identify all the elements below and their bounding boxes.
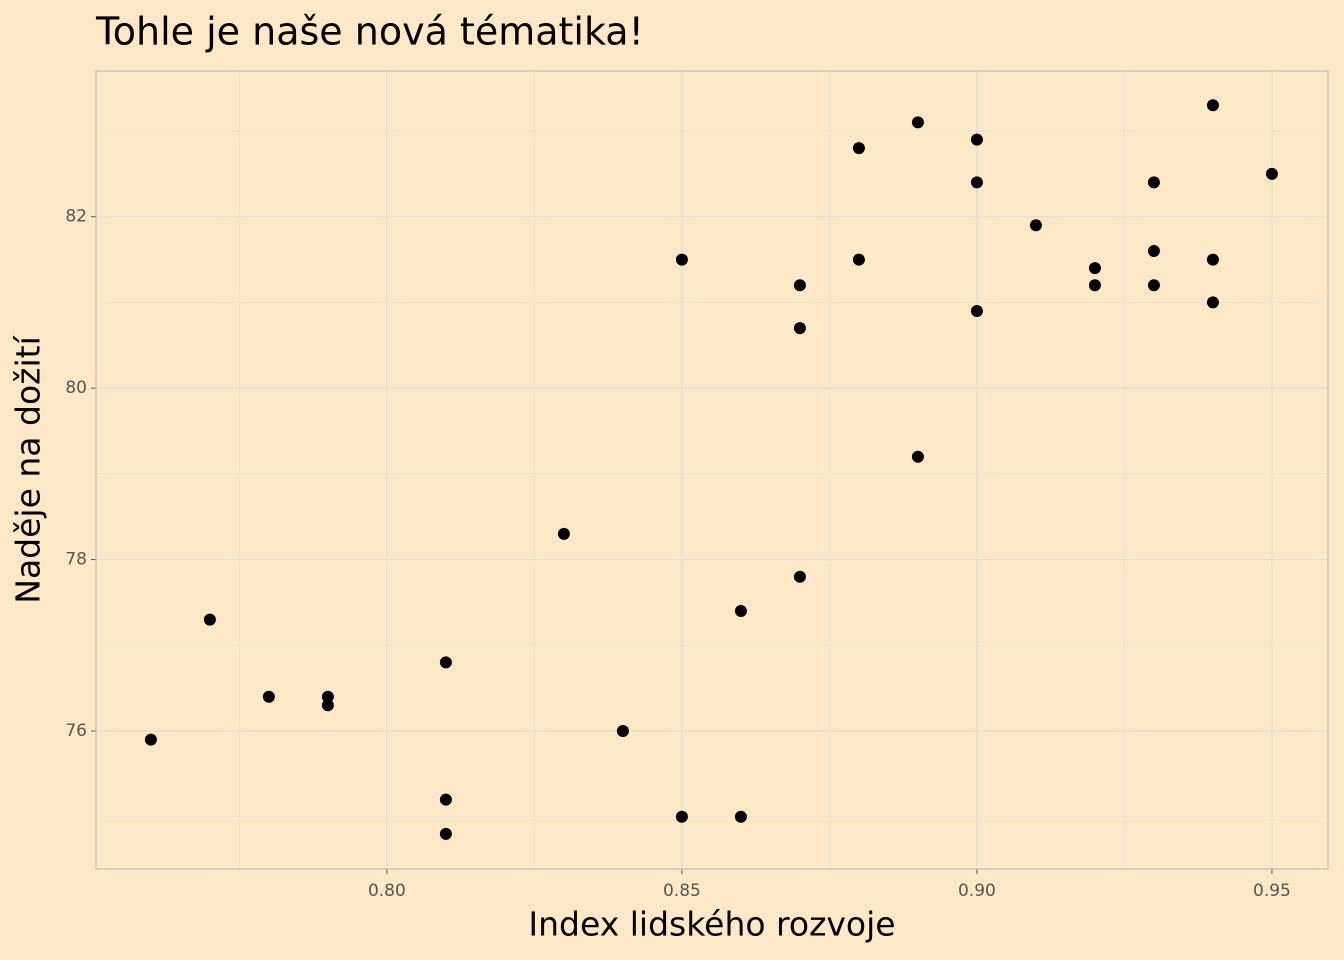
point [321, 690, 334, 703]
point [793, 279, 806, 292]
chart-title: Tohle je naše nová tématika! [95, 10, 644, 54]
y-tick-label: 76 [65, 721, 87, 741]
point [1206, 253, 1219, 266]
x-tick-label: 0.90 [958, 881, 996, 901]
point [675, 253, 688, 266]
point [1206, 296, 1219, 309]
point [1088, 279, 1101, 292]
point [911, 116, 924, 129]
point [1206, 99, 1219, 112]
point [557, 527, 570, 540]
point [1029, 219, 1042, 232]
x-axis-label: Index lidského rozvoje [528, 905, 895, 944]
y-tick-label: 78 [65, 550, 87, 570]
point [1147, 245, 1160, 257]
point [203, 613, 216, 626]
point [1147, 279, 1160, 292]
point [1147, 176, 1160, 189]
x-tick-label: 0.85 [663, 881, 701, 901]
point [734, 605, 747, 617]
point [675, 810, 688, 823]
x-tick-label: 0.95 [1253, 881, 1291, 901]
plot-border [95, 70, 1329, 870]
point [1265, 167, 1278, 180]
point [439, 827, 452, 840]
point [321, 699, 334, 712]
y-tick-label: 80 [65, 378, 87, 398]
point [616, 725, 629, 737]
point [852, 142, 865, 155]
point [793, 570, 806, 583]
point [911, 450, 924, 463]
x-tick-label: 0.80 [368, 881, 406, 901]
point [439, 656, 452, 669]
point [970, 176, 983, 189]
point [734, 810, 747, 823]
point [144, 733, 157, 746]
y-tick-label: 82 [65, 207, 87, 227]
y-axis-label: Naděje na dožití [9, 334, 48, 603]
point [1088, 262, 1101, 275]
point [852, 253, 865, 266]
point [793, 322, 806, 335]
point [970, 133, 983, 146]
point [262, 690, 275, 703]
point [439, 793, 452, 806]
point [970, 305, 983, 317]
